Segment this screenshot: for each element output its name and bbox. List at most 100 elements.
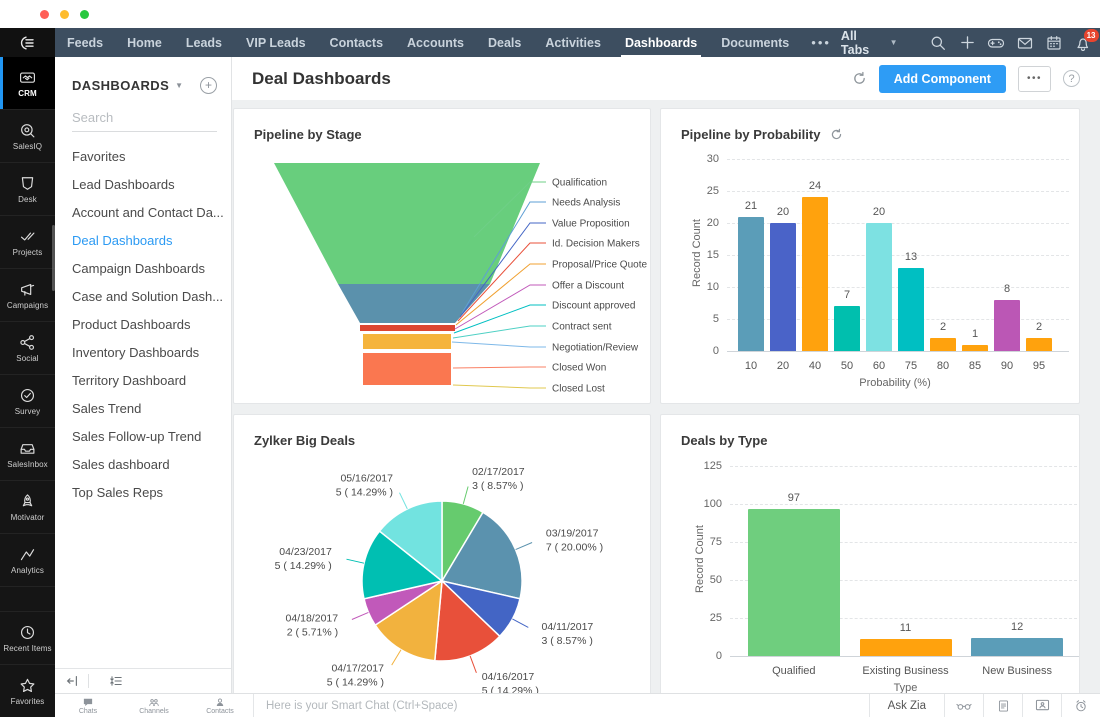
- app-sidebar-item-survey[interactable]: Survey: [0, 375, 55, 428]
- nav-tab-vip-leads[interactable]: VIP Leads: [246, 35, 306, 50]
- bar-value-label: 20: [776, 206, 790, 218]
- dashboard-list-item-sales-follow-up-trend[interactable]: Sales Follow-up Trend: [72, 428, 202, 444]
- nav-tab-activities[interactable]: Activities: [545, 35, 601, 50]
- presentation-icon[interactable]: [1022, 694, 1061, 717]
- dashboard-list-item-case-and-solution-dash-[interactable]: Case and Solution Dash...: [72, 288, 224, 304]
- deals-pie-chart[interactable]: 02/17/2017 3 ( 8.57% ) 03/19/2017 7 ( 20.00…: [234, 415, 650, 709]
- refresh-icon[interactable]: [830, 128, 843, 141]
- calendar-icon[interactable]: [1040, 28, 1069, 57]
- bar-90[interactable]: [994, 299, 1020, 351]
- funnel-band-4[interactable]: [363, 353, 451, 385]
- bar-80[interactable]: [930, 338, 956, 351]
- bar-existing-business[interactable]: [859, 639, 952, 656]
- ask-zia-button[interactable]: Ask Zia: [868, 694, 944, 717]
- dashboard-list-item-sales-dashboard[interactable]: Sales dashboard: [72, 456, 170, 472]
- funnel-chart[interactable]: Qualification Needs Analysis Value Proposi…: [234, 109, 650, 403]
- app-sidebar-item-analytics[interactable]: Analytics: [0, 534, 55, 587]
- quick-create-icon[interactable]: [953, 28, 982, 57]
- bar-10[interactable]: [738, 216, 764, 351]
- campaigns-icon: [18, 281, 37, 298]
- pie-slice-label: 04/11/2017 3 ( 8.57% ): [542, 621, 594, 647]
- bar-60[interactable]: [866, 223, 892, 351]
- probability-bar-chart[interactable]: 0 5 10 15 20 25 30 21 10 20 20 24 40 7 50 20 60 13 75 2 80 1 8…: [661, 109, 1079, 403]
- window-close-icon[interactable]: [40, 10, 49, 19]
- dashboard-list-item-sales-trend[interactable]: Sales Trend: [72, 400, 142, 416]
- chat-tool-chats[interactable]: Chats: [55, 694, 121, 717]
- all-tabs-dropdown[interactable]: All Tabs ▼: [840, 28, 898, 57]
- add-dashboard-button[interactable]: +: [200, 77, 217, 94]
- bar-85[interactable]: [962, 344, 988, 351]
- search-icon[interactable]: [924, 28, 953, 57]
- dashboard-list-item-account-and-contact-da-[interactable]: Account and Contact Da...: [72, 204, 224, 220]
- nav-tab-contacts[interactable]: Contacts: [329, 35, 384, 50]
- nav-tab-leads[interactable]: Leads: [185, 35, 223, 50]
- app-sidebar-item-salesinbox[interactable]: SalesInbox: [0, 428, 55, 481]
- bar-qualified[interactable]: [747, 508, 840, 656]
- dashboard-list-item-campaign-dashboards[interactable]: Campaign Dashboards: [72, 260, 205, 276]
- dashboard-list-item-territory-dashboard[interactable]: Territory Dashboard: [72, 372, 187, 388]
- sort-list-icon[interactable]: [108, 674, 123, 688]
- app-sidebar-item-projects[interactable]: Projects: [0, 216, 55, 269]
- nav-tab-documents[interactable]: Documents: [721, 35, 790, 50]
- nav-tab-deals[interactable]: Deals: [487, 35, 522, 50]
- bar-40[interactable]: [802, 197, 828, 351]
- dashboard-list-item-favorites[interactable]: Favorites: [72, 148, 126, 164]
- dashboard-list-item-deal-dashboards[interactable]: Deal Dashboards: [72, 232, 173, 248]
- app-sidebar-item-salesiq[interactable]: SalesIQ: [0, 110, 55, 163]
- bar-20[interactable]: [770, 223, 796, 351]
- smart-chat-input[interactable]: [254, 699, 869, 712]
- window-zoom-icon[interactable]: [80, 10, 89, 19]
- refresh-icon[interactable]: [852, 71, 867, 86]
- reminder-clock-icon[interactable]: [1061, 694, 1100, 717]
- more-actions-button[interactable]: •••: [1017, 65, 1051, 92]
- app-sidebar-item-campaigns[interactable]: Campaigns: [0, 269, 55, 322]
- funnel-band-1[interactable]: [338, 284, 490, 323]
- dashboard-list-item-product-dashboards[interactable]: Product Dashboards: [72, 316, 191, 332]
- nav-tab-dashboards[interactable]: Dashboards: [613, 28, 709, 57]
- app-sidebar-item-motivator[interactable]: Motivator: [0, 481, 55, 534]
- pie-slice-04-23-2017[interactable]: [361, 530, 444, 600]
- pie-slice-05-16-2017[interactable]: [378, 500, 443, 583]
- window-minimize-icon[interactable]: [60, 10, 69, 19]
- bar-50[interactable]: [834, 306, 860, 351]
- app-switcher-button[interactable]: [0, 28, 55, 57]
- dashboard-list-item-top-sales-reps[interactable]: Top Sales Reps: [72, 484, 164, 500]
- app-sidebar-item-crm[interactable]: CRM: [0, 57, 55, 110]
- nav-tab-feeds[interactable]: Feeds: [67, 35, 104, 50]
- add-component-button[interactable]: Add Component: [878, 64, 1006, 93]
- bar-95[interactable]: [1026, 338, 1052, 351]
- nav-tab-home[interactable]: Home: [127, 35, 162, 50]
- gamescope-icon[interactable]: [982, 28, 1011, 57]
- mail-icon[interactable]: [1011, 28, 1040, 57]
- app-sidebar-item-social[interactable]: Social: [0, 322, 55, 375]
- recent-items-icon: [18, 624, 37, 641]
- dashboard-list-item-inventory-dashboards[interactable]: Inventory Dashboards: [72, 344, 200, 360]
- app-sidebar-item-desk[interactable]: Desk: [0, 163, 55, 216]
- funnel-band-3[interactable]: [363, 334, 451, 349]
- bar-new-business[interactable]: [971, 637, 1064, 656]
- app-sidebar-item-recent-items[interactable]: Recent Items: [0, 611, 55, 664]
- nav-more-tabs-button[interactable]: •••: [811, 35, 831, 50]
- funnel-band-2[interactable]: [360, 325, 455, 331]
- nav-tab-accounts[interactable]: Accounts: [407, 35, 464, 50]
- y-axis-tick: 75: [709, 535, 722, 548]
- app-sidebar-item-favorites[interactable]: Favorites: [0, 664, 55, 717]
- document-icon[interactable]: [983, 694, 1022, 717]
- notifications-bell-icon[interactable]: 13: [1069, 28, 1099, 57]
- dashboard-search-input[interactable]: [72, 107, 217, 132]
- funnel-band-0[interactable]: [274, 163, 540, 284]
- bar-value-label: 21: [744, 199, 758, 212]
- x-axis-tick: 75: [904, 360, 918, 372]
- dashboard-list-item-lead-dashboards[interactable]: Lead Dashboards: [72, 176, 175, 192]
- pie-slice-03-19-2017[interactable]: [440, 511, 523, 600]
- collapse-sidebar-icon[interactable]: [65, 674, 79, 688]
- type-bar-chart[interactable]: 0 25 50 75 100 125 97 Qualified 11 Existing Busin…: [661, 415, 1079, 709]
- sidebar-scrollbar[interactable]: [52, 225, 55, 291]
- chevron-down-icon[interactable]: ▼: [175, 81, 184, 90]
- chat-tool-channels[interactable]: Channels: [121, 694, 187, 717]
- chat-tool-contacts[interactable]: Contacts: [187, 694, 253, 717]
- zia-glasses-icon[interactable]: [944, 694, 983, 717]
- bar-75[interactable]: [898, 267, 924, 351]
- help-icon[interactable]: ?: [1063, 70, 1080, 87]
